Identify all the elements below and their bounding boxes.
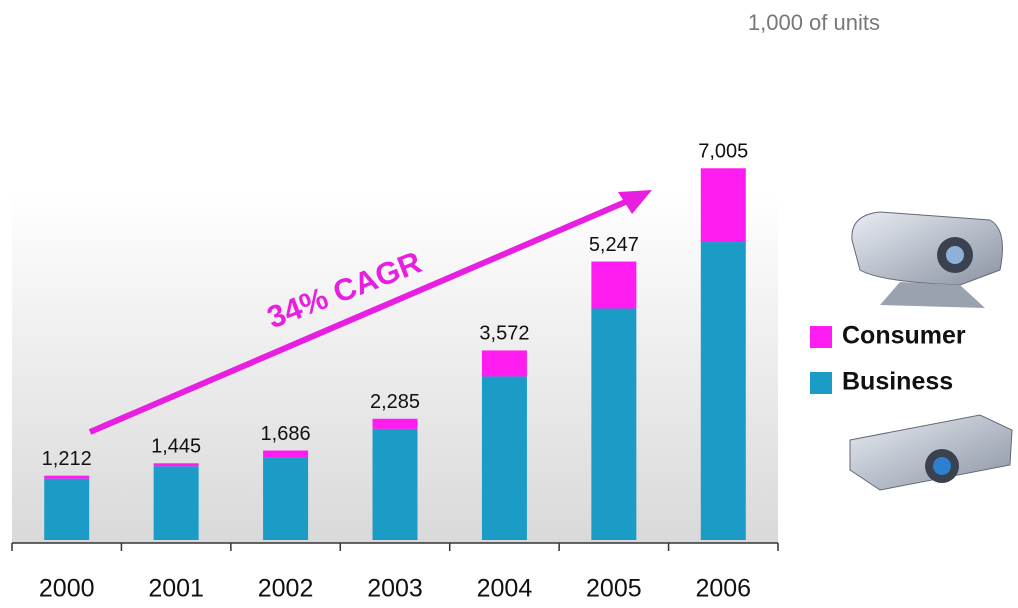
x-tick-label: 2003 bbox=[367, 575, 423, 603]
bar-segment bbox=[263, 457, 308, 540]
legend-swatch bbox=[810, 372, 832, 394]
projector-bottom bbox=[850, 415, 1012, 490]
total-label: 3,572 bbox=[479, 323, 529, 345]
legend-swatch bbox=[810, 326, 832, 348]
total-label: 1,212 bbox=[42, 448, 92, 470]
x-tick-label: 2002 bbox=[258, 575, 314, 603]
bar-segment bbox=[44, 479, 89, 540]
bar-segment bbox=[701, 242, 746, 540]
x-tick-label: 2000 bbox=[39, 575, 95, 603]
x-tick-label: 2001 bbox=[148, 575, 204, 603]
bar-segment bbox=[591, 309, 636, 540]
bar-segment bbox=[591, 262, 636, 309]
x-tick-label: 2005 bbox=[586, 575, 642, 603]
x-tick-label: 2006 bbox=[695, 575, 751, 603]
legend-label: Business bbox=[842, 368, 953, 396]
bar-segment bbox=[154, 466, 199, 540]
page: 1,000 of units 34% CAGR 1,21220001,44520… bbox=[0, 0, 1018, 608]
bar-segment bbox=[154, 463, 199, 466]
projector-top bbox=[852, 212, 1003, 308]
bar-segment bbox=[482, 376, 527, 540]
total-label: 1,686 bbox=[261, 423, 311, 445]
total-label: 5,247 bbox=[589, 234, 639, 256]
total-label: 2,285 bbox=[370, 391, 420, 413]
subtitle: 1,000 of units bbox=[748, 10, 880, 35]
bar-segment bbox=[701, 168, 746, 242]
bar-segment bbox=[44, 476, 89, 479]
chart: 1,000 of units 34% CAGR 1,21220001,44520… bbox=[0, 0, 1018, 608]
legend-label: Consumer bbox=[842, 322, 966, 350]
total-label: 1,445 bbox=[151, 436, 201, 458]
bar-segment bbox=[263, 451, 308, 458]
total-label: 7,005 bbox=[698, 141, 748, 163]
bar-segment bbox=[482, 350, 527, 376]
bar-segment bbox=[373, 429, 418, 540]
x-tick-label: 2004 bbox=[477, 575, 533, 603]
bar-segment bbox=[373, 419, 418, 429]
